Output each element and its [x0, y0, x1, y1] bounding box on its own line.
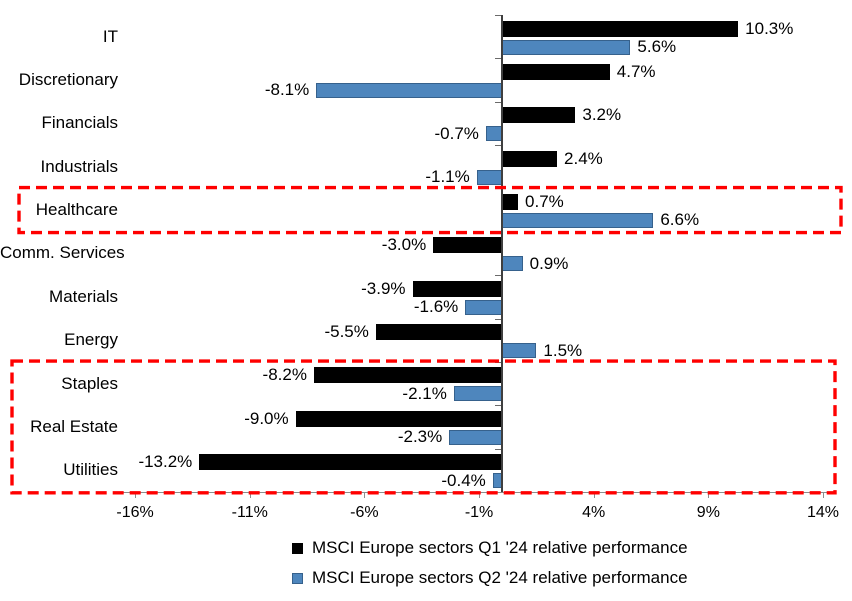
value-label: -1.6% [413, 297, 459, 317]
category-label-discretionary: Discretionary [18, 70, 118, 90]
x-axis-tick [708, 492, 710, 498]
bar-q2-healthcare [502, 212, 654, 228]
category-label-healthcare: Healthcare [35, 200, 118, 220]
bar-q1-financials [502, 107, 576, 124]
value-label: -13.2% [138, 452, 193, 472]
category-label-it: IT [102, 26, 118, 46]
value-label: -3.0% [381, 235, 427, 255]
x-tick-label: -1% [464, 504, 494, 521]
value-label: -5.5% [324, 322, 369, 342]
bar-q2-financials [485, 126, 502, 142]
category-label-utilities: Utilities [63, 460, 118, 480]
x-axis-tick [479, 492, 481, 498]
value-label: 4.7% [616, 61, 656, 81]
x-tick-label: -16% [116, 504, 154, 521]
legend-swatch-q2-icon [292, 572, 303, 584]
x-axis-tick [593, 492, 595, 498]
x-axis-tick [823, 492, 825, 498]
bar-q1-real-estate [295, 410, 502, 427]
value-zero-axis [501, 15, 503, 492]
bar-q2-it [502, 39, 631, 55]
bar-q2-energy [502, 343, 537, 359]
legend: MSCI Europe sectors Q1 '24 relative perf… [292, 537, 688, 597]
x-axis-tick [135, 492, 137, 498]
value-label: -9.0% [244, 408, 289, 428]
category-axis-tick [495, 58, 502, 60]
bar-q1-healthcare [502, 193, 519, 210]
bar-q2-staples [453, 386, 502, 402]
bar-q1-industrials [502, 150, 558, 167]
highlight-box-healthcare [17, 185, 843, 235]
bar-q1-comm-services [433, 237, 502, 254]
x-tick-label: 4% [582, 504, 606, 521]
value-label: -0.4% [441, 470, 486, 490]
x-axis-tick [249, 492, 251, 498]
category-axis-tick [495, 15, 502, 16]
bar-q1-discretionary [502, 63, 610, 80]
x-tick-label: 9% [696, 504, 720, 521]
x-tick-label: 14% [807, 504, 840, 521]
bar-q1-it [502, 20, 739, 37]
value-label: 1.5% [543, 340, 583, 360]
category-axis-tick [495, 318, 502, 320]
value-label: -2.1% [402, 383, 447, 403]
bar-q2-materials [465, 299, 502, 315]
bar-q1-energy [375, 324, 502, 341]
category-axis-tick [495, 101, 502, 103]
bar-q2-comm-services [502, 256, 523, 272]
legend-swatch-q1-icon [292, 542, 303, 554]
value-label: -3.9% [361, 278, 406, 298]
category-label-financials: Financials [41, 113, 118, 133]
bar-q2-discretionary [316, 82, 502, 98]
value-label: 3.2% [582, 105, 622, 125]
category-axis-tick [495, 145, 502, 147]
legend-label-q2: MSCI Europe sectors Q2 '24 relative perf… [312, 568, 688, 587]
category-label-energy: Energy [64, 330, 118, 350]
legend-item-q2: MSCI Europe sectors Q2 '24 relative perf… [292, 567, 688, 589]
x-tick-label: -11% [231, 504, 268, 521]
value-label: 0.7% [525, 191, 564, 211]
value-label: -1.1% [425, 167, 470, 187]
bar-q1-staples [313, 367, 502, 384]
value-label: 0.9% [529, 253, 569, 273]
legend-item-q1: MSCI Europe sectors Q1 '24 relative perf… [292, 537, 688, 559]
value-label: -2.3% [397, 427, 443, 447]
value-label: 6.6% [660, 210, 700, 230]
bar-q2-real-estate [449, 429, 502, 445]
value-label: -8.1% [264, 80, 310, 100]
category-axis-tick [495, 275, 502, 277]
x-tick-label: -6% [350, 504, 379, 521]
bar-q2-industrials [476, 169, 502, 185]
value-label: 2.4% [564, 148, 603, 168]
category-label-staples: Staples [61, 373, 118, 393]
x-axis-tick [364, 492, 366, 498]
value-label: -0.7% [434, 123, 479, 143]
category-label-real-estate: Real Estate [30, 416, 118, 436]
value-label: 10.3% [745, 18, 794, 38]
bar-q1-materials [412, 280, 502, 297]
legend-label-q1: MSCI Europe sectors Q1 '24 relative perf… [312, 538, 688, 557]
category-label-materials: Materials [49, 286, 118, 306]
category-label-industrials: Industrials [40, 156, 118, 176]
value-label: -8.2% [262, 365, 307, 385]
bar-q1-utilities [199, 454, 502, 471]
value-label: 5.6% [637, 37, 677, 56]
category-label-comm-services: Comm. Services [0, 243, 125, 263]
